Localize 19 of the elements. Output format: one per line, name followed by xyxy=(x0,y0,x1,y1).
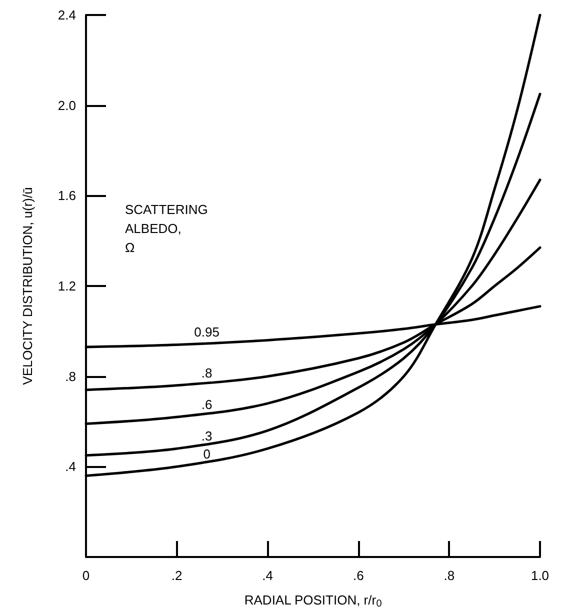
legend-title: SCATTERING ALBEDO, Ω xyxy=(125,202,208,255)
series-label: .3 xyxy=(201,428,212,444)
series-label: .8 xyxy=(201,365,212,380)
y-tick-label: 2.4 xyxy=(58,8,76,22)
x-tick-label: .6 xyxy=(352,568,364,583)
x-tick-label: 0 xyxy=(82,568,90,583)
series-label: 0 xyxy=(203,446,210,462)
x-tick-label: .2 xyxy=(171,568,182,583)
series-label: 0.95 xyxy=(194,324,220,340)
y-tick-label: 1.6 xyxy=(58,188,76,204)
x-tick-label: .4 xyxy=(262,568,274,583)
y-tick-label: .8 xyxy=(65,368,76,384)
y-tick-label: 2.0 xyxy=(58,98,76,113)
y-axis-title: VELOCITY DISTRIBUTION, u(r)/ū xyxy=(20,187,35,385)
x-tick-label: .8 xyxy=(444,568,455,583)
series-label: .6 xyxy=(201,396,212,412)
y-tick-label: 1.2 xyxy=(58,278,76,294)
x-tick-label: 1.0 xyxy=(530,568,550,583)
y-tick-label: .4 xyxy=(65,459,76,474)
